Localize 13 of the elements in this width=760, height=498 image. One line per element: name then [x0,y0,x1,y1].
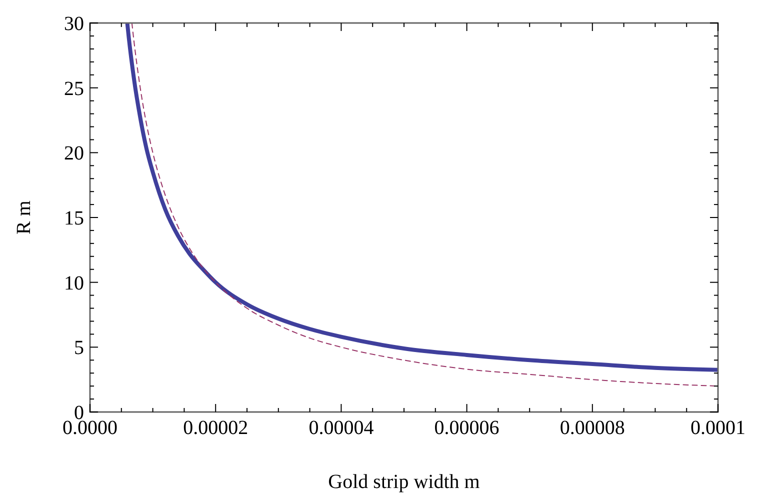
y-tick-label: 30 [64,13,84,35]
y-tick-label: 25 [64,78,84,100]
y-tick-label: 10 [64,272,84,294]
x-tick-label: 0.00004 [308,417,374,439]
y-axis-title: R m [13,200,35,234]
y-tick-label: 15 [64,208,84,230]
x-tick-label: 0.00006 [434,417,500,439]
x-axis-title: Gold strip width m [328,471,480,493]
y-tick-label: 5 [74,337,84,360]
x-tick-label: 0.00008 [560,417,625,439]
y-tick-label: 20 [64,142,84,165]
x-tick-label: 0.00002 [183,417,248,439]
x-tick-label: 0.0001 [690,417,746,439]
